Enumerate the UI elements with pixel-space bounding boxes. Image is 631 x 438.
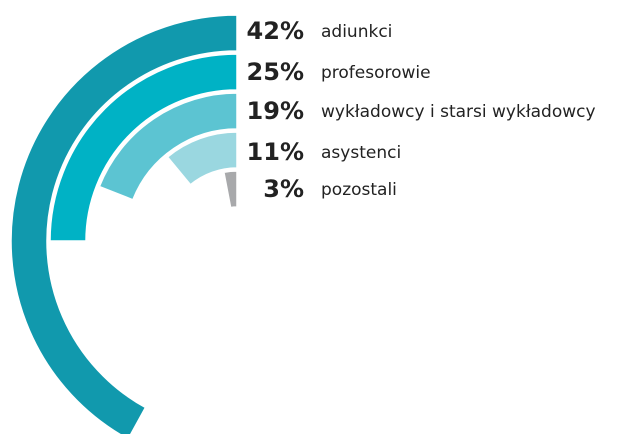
category-label: wykładowcy i starsi wykładowcy [321,102,596,122]
radial-bar [98,92,238,201]
radial-bar [10,14,238,438]
category-label: asystenci [321,143,401,163]
value-label: 25% [247,58,304,86]
category-label: adiunkci [321,22,392,42]
value-label: 3% [263,175,304,203]
value-label: 42% [247,17,304,45]
category-label: profesorowie [321,63,431,83]
radial-bar [166,131,238,186]
category-label: pozostali [321,180,397,200]
value-label: 11% [247,138,304,166]
radial-bar [223,170,238,209]
radial-bar [49,53,238,242]
value-label: 19% [247,97,304,125]
